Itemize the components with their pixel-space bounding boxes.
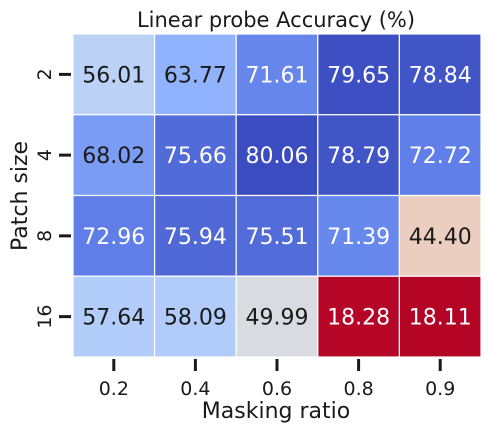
heatmap-cell-label: 56.01 bbox=[82, 63, 145, 88]
heatmap-cell-label: 71.61 bbox=[246, 63, 309, 88]
heatmap-cell bbox=[154, 33, 237, 116]
heatmap-cell-label: 78.84 bbox=[409, 63, 472, 88]
heatmap-cell-label: 80.06 bbox=[246, 144, 309, 169]
heatmap-cell bbox=[235, 114, 319, 197]
heatmap-cell-label: 75.94 bbox=[164, 225, 227, 250]
heatmap-cell bbox=[317, 194, 400, 277]
heatmap-cell-label: 75.51 bbox=[246, 225, 309, 250]
x-tick-label: 0.2 bbox=[99, 378, 129, 400]
y-axis: 2 4 8 16 bbox=[34, 68, 71, 329]
x-tick-label: 0.9 bbox=[425, 378, 455, 400]
heatmap-cell bbox=[154, 194, 237, 277]
heatmap-cell bbox=[154, 275, 237, 358]
heatmap-cell-label: 18.11 bbox=[409, 306, 472, 331]
heatmap-cell-label: 57.64 bbox=[82, 306, 145, 331]
heatmap-cell bbox=[398, 275, 482, 358]
heatmap-cell-label: 78.79 bbox=[327, 144, 390, 169]
y-tick-label: 2 bbox=[34, 68, 56, 80]
heatmap-cell bbox=[235, 275, 319, 358]
heatmap-cells: 56.01 63.77 71.61 79.65 78.84 68.02 75.66 80.06… bbox=[72, 33, 482, 358]
heatmap-cell bbox=[72, 33, 156, 116]
x-tick-label: 0.4 bbox=[180, 378, 210, 400]
heatmap-cell bbox=[317, 33, 400, 116]
heatmap-cell bbox=[72, 275, 156, 358]
x-axis: 0.2 0.4 0.6 0.8 0.9 bbox=[99, 359, 455, 400]
heatmap-cell-label: 68.02 bbox=[82, 144, 145, 169]
y-tick-label: 8 bbox=[34, 230, 56, 242]
heatmap-cell-label: 72.96 bbox=[82, 225, 145, 250]
x-tick-label: 0.6 bbox=[262, 378, 292, 400]
heatmap-cell bbox=[398, 114, 482, 197]
y-tick-label: 16 bbox=[34, 305, 56, 329]
heatmap-cell bbox=[398, 194, 482, 277]
y-tick-label: 4 bbox=[34, 149, 56, 161]
heatmap-cell-label: 79.65 bbox=[327, 63, 390, 88]
heatmap-cell-label: 58.09 bbox=[164, 306, 227, 331]
heatmap-cell-label: 63.77 bbox=[164, 63, 227, 88]
heatmap-cell bbox=[235, 33, 319, 116]
x-axis-label: Masking ratio bbox=[202, 399, 350, 424]
heatmap-cell-label: 44.40 bbox=[409, 225, 472, 250]
heatmap-cell-label: 75.66 bbox=[164, 144, 227, 169]
x-tick-label: 0.8 bbox=[343, 378, 373, 400]
heatmap-cell bbox=[317, 275, 400, 358]
y-axis-label: Patch size bbox=[8, 141, 33, 251]
heatmap-cell-label: 71.39 bbox=[327, 225, 390, 250]
heatmap-cell-label: 72.72 bbox=[409, 144, 472, 169]
heatmap-cell bbox=[72, 114, 156, 197]
chart-title: Linear probe Accuracy (%) bbox=[137, 8, 415, 32]
heatmap-cell-label: 18.28 bbox=[327, 306, 390, 331]
heatmap-cell-label: 49.99 bbox=[246, 306, 309, 331]
